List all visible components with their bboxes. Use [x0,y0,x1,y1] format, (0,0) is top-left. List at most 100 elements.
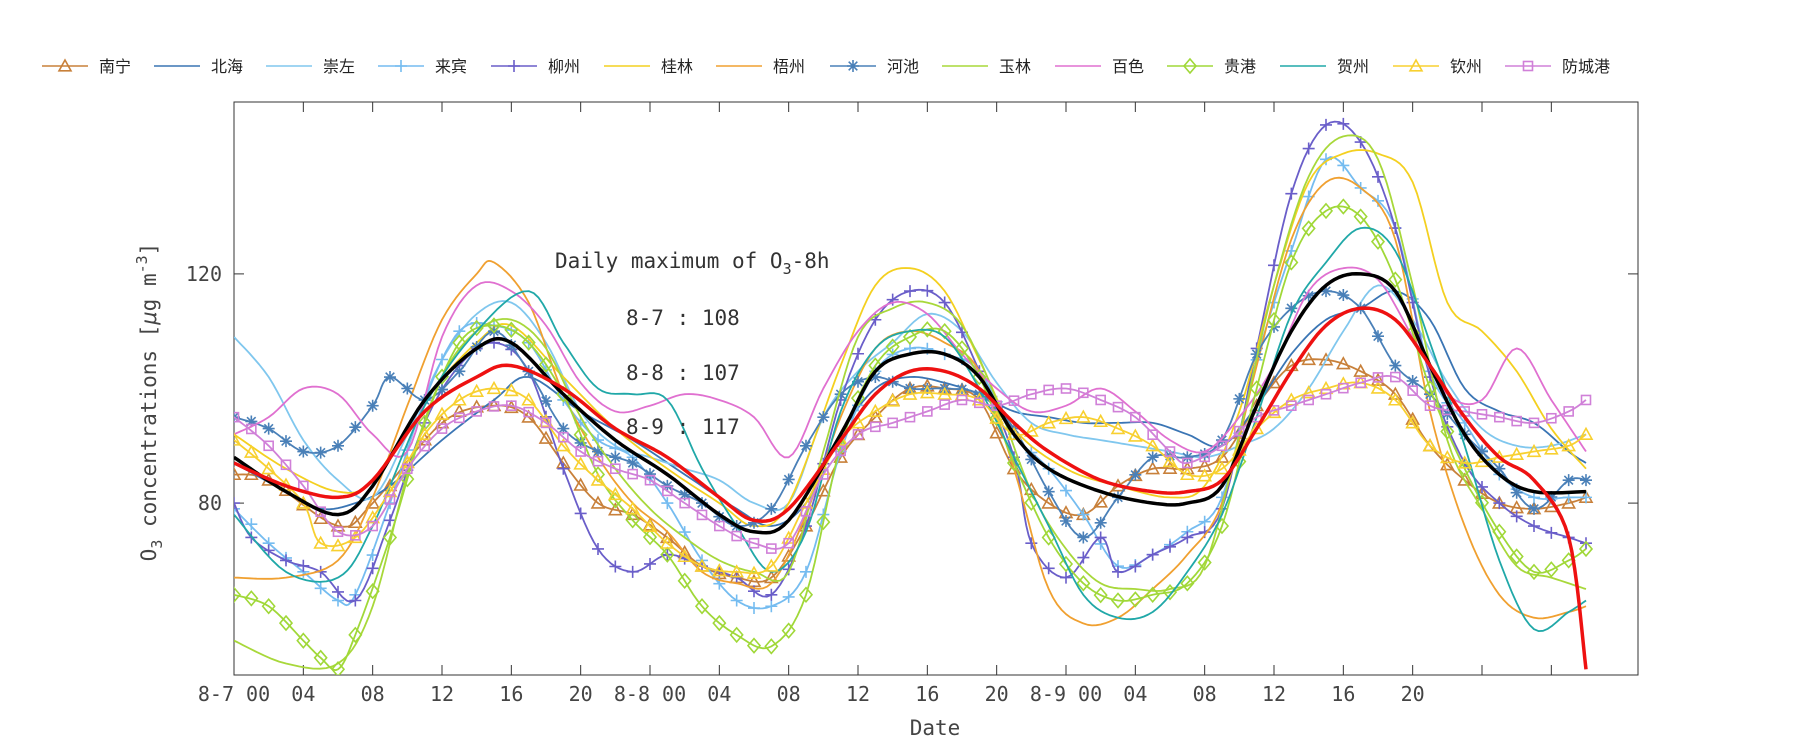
data-point-marker [243,444,259,458]
data-point-marker [244,590,259,607]
series-line [234,375,1587,550]
data-point-marker [280,459,292,471]
data-point-marker [1077,531,1090,544]
data-point-marker [540,395,552,408]
data-point-marker [1179,466,1195,481]
data-point-marker [1580,537,1592,550]
data-point-marker [590,466,606,483]
legend-label: 贺州 [1337,57,1369,76]
data-point-marker [57,58,73,72]
data-point-marker [1424,400,1436,411]
data-point-marker [1440,423,1455,440]
series-group [234,285,1592,544]
daily-max-annotation: Daily maximum of O3-8h 8-7 : 108 8-8 : 1… [555,249,830,439]
data-point-marker [523,406,534,418]
data-point-marker [349,421,362,434]
data-point-marker [419,440,430,452]
data-point-marker [1077,551,1090,564]
data-point-marker [234,432,242,446]
data-point-marker [365,510,381,524]
data-point-marker [677,548,693,563]
data-point-marker [1077,508,1090,521]
data-point-marker [1110,420,1126,435]
data-point-marker [1510,486,1523,499]
y-tick-label: 80 [198,491,222,515]
data-point-marker [852,375,864,388]
series-group [234,266,1587,459]
data-point-marker [261,461,277,475]
series-group [234,271,1587,535]
data-point-marker [694,558,710,572]
data-point-marker [1493,497,1506,510]
data-point-marker [348,626,363,644]
data-point-marker [1528,491,1540,504]
data-point-marker [234,586,242,604]
data-point-marker [1336,198,1351,215]
x-tick-label: 16 [915,682,939,706]
data-point-marker [1561,495,1577,509]
data-point-marker [835,445,846,457]
data-point-marker [395,60,407,72]
data-point-marker [1181,531,1194,544]
legend-label: 来宾 [435,57,467,76]
data-point-marker [1528,520,1540,533]
data-point-marker [384,514,396,527]
data-point-marker [332,439,344,452]
data-point-marker [748,602,760,615]
data-point-marker [314,582,327,595]
data-point-marker [1129,468,1142,481]
series-line [234,306,1588,670]
data-point-marker [1216,440,1228,452]
data-point-marker [1234,425,1245,437]
data-point-marker [954,340,970,357]
data-point-marker [1145,461,1161,475]
data-point-marker [557,422,570,435]
data-point-marker [330,538,346,552]
data-point-marker [659,535,675,549]
data-point-marker [1511,415,1522,427]
data-point-marker [1181,451,1194,464]
legend-item: 河池 [830,57,919,76]
series-line [234,120,1587,603]
data-point-marker [1509,548,1524,565]
data-point-marker [555,438,571,452]
data-point-marker [660,546,675,563]
data-point-marker [1476,445,1488,458]
data-point-marker [1405,415,1421,429]
data-point-marker [711,563,727,577]
data-point-marker [816,513,831,531]
data-point-marker [1164,540,1176,553]
data-point-marker [350,530,361,541]
data-point-marker [1006,454,1022,472]
data-point-marker [400,470,415,488]
data-point-marker [642,518,658,532]
data-point-marker [625,501,641,515]
x-tick-label: 16 [1331,682,1355,706]
data-point-marker [678,526,691,539]
data-point-marker [887,417,898,429]
data-point-marker [1093,413,1109,428]
data-point-marker [245,415,258,428]
data-point-marker [1509,446,1525,460]
data-point-marker [627,468,638,480]
data-point-marker [1008,395,1020,406]
data-point-marker [1474,494,1490,511]
annotation-line: 8-8 : 107 [626,361,740,385]
series-group [234,306,1588,670]
x-tick-label: 20 [985,682,1009,706]
data-point-marker [347,529,363,544]
series-lines [234,117,1594,675]
data-point-marker [451,403,467,418]
data-point-marker [521,334,536,351]
data-point-marker [1318,352,1334,366]
data-point-marker [1407,385,1418,396]
data-point-marker [1528,417,1540,429]
data-point-marker [607,486,623,501]
x-tick-label: 08 [1193,682,1217,706]
data-point-marker [800,506,812,517]
data-point-marker [1266,311,1282,329]
data-point-marker [1249,420,1265,435]
data-point-marker [989,410,1005,424]
data-point-marker [1078,387,1089,399]
